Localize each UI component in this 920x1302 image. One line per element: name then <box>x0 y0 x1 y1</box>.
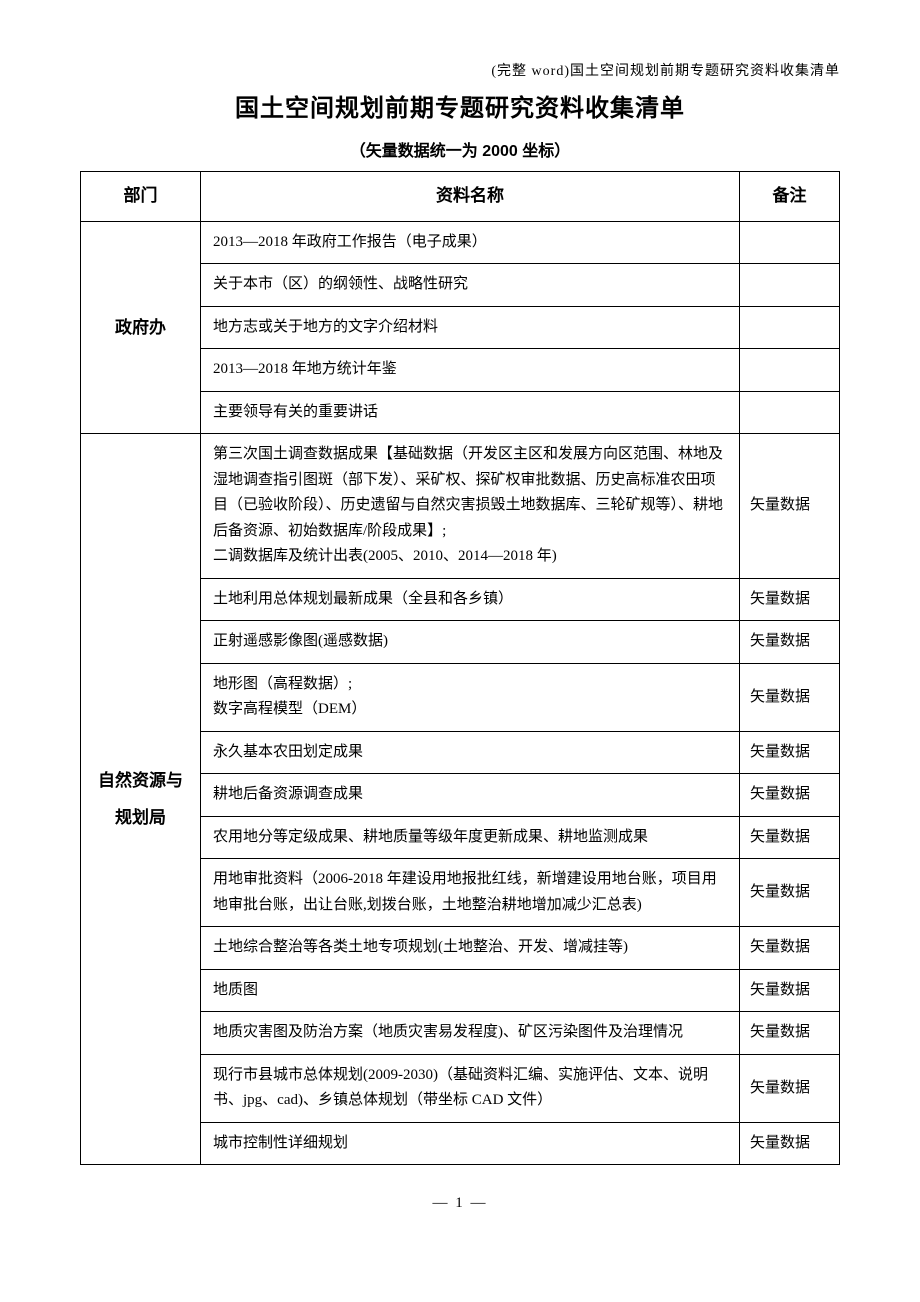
dept-gov-office: 政府办 <box>81 221 201 434</box>
note-cell: 矢量数据 <box>740 969 840 1012</box>
material-cell: 土地利用总体规划最新成果（全县和各乡镇） <box>201 578 740 621</box>
header-note: (完整 word)国土空间规划前期专题研究资料收集清单 <box>80 60 840 80</box>
material-cell: 土地综合整治等各类土地专项规划(土地整治、开发、增减挂等) <box>201 927 740 970</box>
note-cell <box>740 264 840 307</box>
material-cell: 农用地分等定级成果、耕地质量等级年度更新成果、耕地监测成果 <box>201 816 740 859</box>
page-number: — 1 — <box>80 1195 840 1212</box>
note-cell <box>740 306 840 349</box>
materials-table: 部门 资料名称 备注 政府办 2013—2018 年政府工作报告（电子成果） 关… <box>80 171 840 1165</box>
material-cell: 现行市县城市总体规划(2009-2030)（基础资料汇编、实施评估、文本、说明书… <box>201 1054 740 1122</box>
material-cell: 主要领导有关的重要讲话 <box>201 391 740 434</box>
page-subtitle: （矢量数据统一为 2000 坐标） <box>80 137 840 161</box>
material-cell: 第三次国土调查数据成果【基础数据（开发区主区和发展方向区范围、林地及湿地调查指引… <box>201 434 740 579</box>
note-cell: 矢量数据 <box>740 1122 840 1165</box>
note-cell: 矢量数据 <box>740 927 840 970</box>
material-cell: 用地审批资料（2006-2018 年建设用地报批红线，新增建设用地台账，项目用地… <box>201 859 740 927</box>
note-cell: 矢量数据 <box>740 816 840 859</box>
note-cell: 矢量数据 <box>740 434 840 579</box>
page-title: 国土空间规划前期专题研究资料收集清单 <box>80 88 840 123</box>
note-cell: 矢量数据 <box>740 621 840 664</box>
table-row: 自然资源与规划局 第三次国土调查数据成果【基础数据（开发区主区和发展方向区范围、… <box>81 434 840 579</box>
material-cell: 耕地后备资源调查成果 <box>201 774 740 817</box>
col-dept: 部门 <box>81 172 201 222</box>
material-cell: 永久基本农田划定成果 <box>201 731 740 774</box>
material-cell: 正射遥感影像图(遥感数据) <box>201 621 740 664</box>
material-cell: 2013—2018 年政府工作报告（电子成果） <box>201 221 740 264</box>
material-cell: 地方志或关于地方的文字介绍材料 <box>201 306 740 349</box>
material-cell: 地质灾害图及防治方案（地质灾害易发程度)、矿区污染图件及治理情况 <box>201 1012 740 1055</box>
material-cell: 地形图（高程数据）;数字高程模型（DEM） <box>201 663 740 731</box>
col-material: 资料名称 <box>201 172 740 222</box>
note-cell: 矢量数据 <box>740 1054 840 1122</box>
note-cell: 矢量数据 <box>740 663 840 731</box>
col-note: 备注 <box>740 172 840 222</box>
dept-natural-resources: 自然资源与规划局 <box>81 434 201 1165</box>
note-cell <box>740 391 840 434</box>
material-cell: 地质图 <box>201 969 740 1012</box>
note-cell: 矢量数据 <box>740 859 840 927</box>
note-cell: 矢量数据 <box>740 731 840 774</box>
table-row: 政府办 2013—2018 年政府工作报告（电子成果） <box>81 221 840 264</box>
material-cell: 城市控制性详细规划 <box>201 1122 740 1165</box>
table-header-row: 部门 资料名称 备注 <box>81 172 840 222</box>
note-cell <box>740 221 840 264</box>
note-cell: 矢量数据 <box>740 578 840 621</box>
material-cell: 2013—2018 年地方统计年鉴 <box>201 349 740 392</box>
material-cell: 关于本市（区）的纲领性、战略性研究 <box>201 264 740 307</box>
note-cell <box>740 349 840 392</box>
note-cell: 矢量数据 <box>740 774 840 817</box>
note-cell: 矢量数据 <box>740 1012 840 1055</box>
